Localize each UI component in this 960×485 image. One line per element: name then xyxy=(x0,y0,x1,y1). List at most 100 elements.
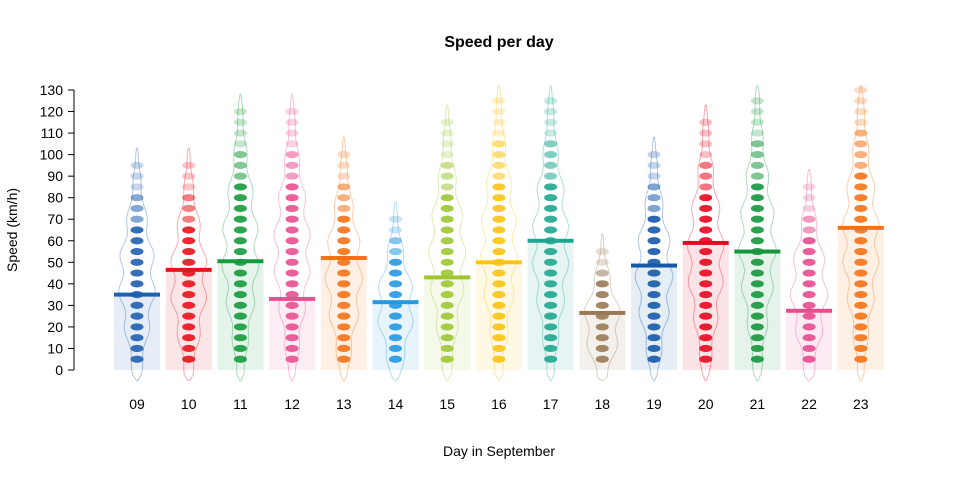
data-point xyxy=(389,269,402,277)
data-point xyxy=(854,258,868,266)
day-group-12 xyxy=(269,93,316,382)
data-point xyxy=(492,183,506,191)
data-point xyxy=(182,334,196,342)
data-point xyxy=(492,140,506,148)
data-point xyxy=(647,323,661,331)
data-point xyxy=(854,118,868,126)
data-point xyxy=(233,140,247,148)
data-point xyxy=(337,323,351,331)
mean-line xyxy=(424,275,471,280)
data-point xyxy=(130,172,144,180)
data-point xyxy=(233,118,247,126)
data-point xyxy=(492,323,506,331)
data-point xyxy=(647,204,661,213)
data-point xyxy=(699,301,713,309)
mean-line xyxy=(786,308,833,313)
x-axis-ticks: 09 10 11 12 13 14 15 16 17 18 19 20 21 22 23 xyxy=(129,396,869,412)
data-point xyxy=(699,323,713,331)
data-point xyxy=(544,107,558,116)
data-point xyxy=(854,140,868,148)
data-point xyxy=(647,291,661,299)
data-point xyxy=(544,312,558,320)
data-point xyxy=(699,151,713,159)
data-point xyxy=(750,344,764,353)
data-point xyxy=(285,291,299,299)
data-point xyxy=(544,291,558,299)
data-point xyxy=(285,215,299,223)
y-tick-label: 90 xyxy=(47,168,63,184)
data-point xyxy=(802,194,816,202)
data-point xyxy=(440,237,454,245)
data-point xyxy=(337,312,351,320)
data-point xyxy=(492,344,506,353)
data-point xyxy=(544,323,558,331)
data-point xyxy=(750,323,764,331)
data-point xyxy=(750,151,764,159)
data-point xyxy=(750,215,764,223)
data-point xyxy=(130,269,144,277)
mean-line xyxy=(527,238,574,243)
data-point xyxy=(854,291,868,299)
data-point xyxy=(389,237,402,245)
data-point xyxy=(492,355,506,363)
data-point xyxy=(492,301,506,309)
data-point xyxy=(440,161,454,169)
y-tick-label: 30 xyxy=(47,297,63,313)
day-group-21 xyxy=(734,85,781,382)
data-point xyxy=(492,226,506,234)
data-point xyxy=(544,334,558,342)
data-point xyxy=(233,280,247,288)
data-point xyxy=(389,323,402,331)
data-point xyxy=(544,129,558,137)
data-point xyxy=(233,247,247,256)
x-tick-label: 17 xyxy=(543,396,559,412)
data-point xyxy=(595,355,609,363)
day-group-20 xyxy=(682,104,729,382)
data-point xyxy=(750,97,764,105)
x-tick-label: 18 xyxy=(595,396,611,412)
data-point xyxy=(337,215,351,223)
data-point xyxy=(802,247,816,256)
data-point xyxy=(544,344,558,353)
y-tick-label: 40 xyxy=(47,276,63,292)
data-point xyxy=(854,280,868,288)
data-point xyxy=(440,280,454,288)
data-point xyxy=(802,204,816,213)
data-point xyxy=(337,247,351,256)
data-point xyxy=(544,118,558,126)
data-point xyxy=(544,161,558,169)
x-tick-label: 12 xyxy=(284,396,300,412)
data-point xyxy=(285,204,299,213)
data-point xyxy=(802,291,816,299)
data-point xyxy=(854,129,868,137)
data-point xyxy=(854,237,868,245)
data-point xyxy=(130,301,144,309)
mean-line xyxy=(682,240,729,245)
data-point xyxy=(389,247,402,256)
data-point xyxy=(233,355,247,363)
data-point xyxy=(647,151,661,159)
data-point xyxy=(699,258,713,266)
data-point xyxy=(647,269,661,277)
data-point xyxy=(854,247,868,256)
data-point xyxy=(854,269,868,277)
data-point xyxy=(492,204,506,213)
mean-line xyxy=(320,256,367,260)
data-point xyxy=(750,269,764,277)
data-point xyxy=(182,183,196,191)
data-point xyxy=(802,312,816,320)
data-point xyxy=(699,344,713,353)
data-point xyxy=(233,301,247,309)
data-point xyxy=(440,269,454,277)
violin-outline xyxy=(377,201,414,382)
data-point xyxy=(182,226,196,234)
data-point xyxy=(233,107,247,116)
y-tick-label: 50 xyxy=(47,254,63,270)
data-point xyxy=(440,355,454,363)
data-point xyxy=(492,312,506,320)
x-tick-label: 20 xyxy=(698,396,714,412)
data-point xyxy=(647,334,661,342)
data-point xyxy=(595,258,609,266)
data-point xyxy=(699,269,713,277)
